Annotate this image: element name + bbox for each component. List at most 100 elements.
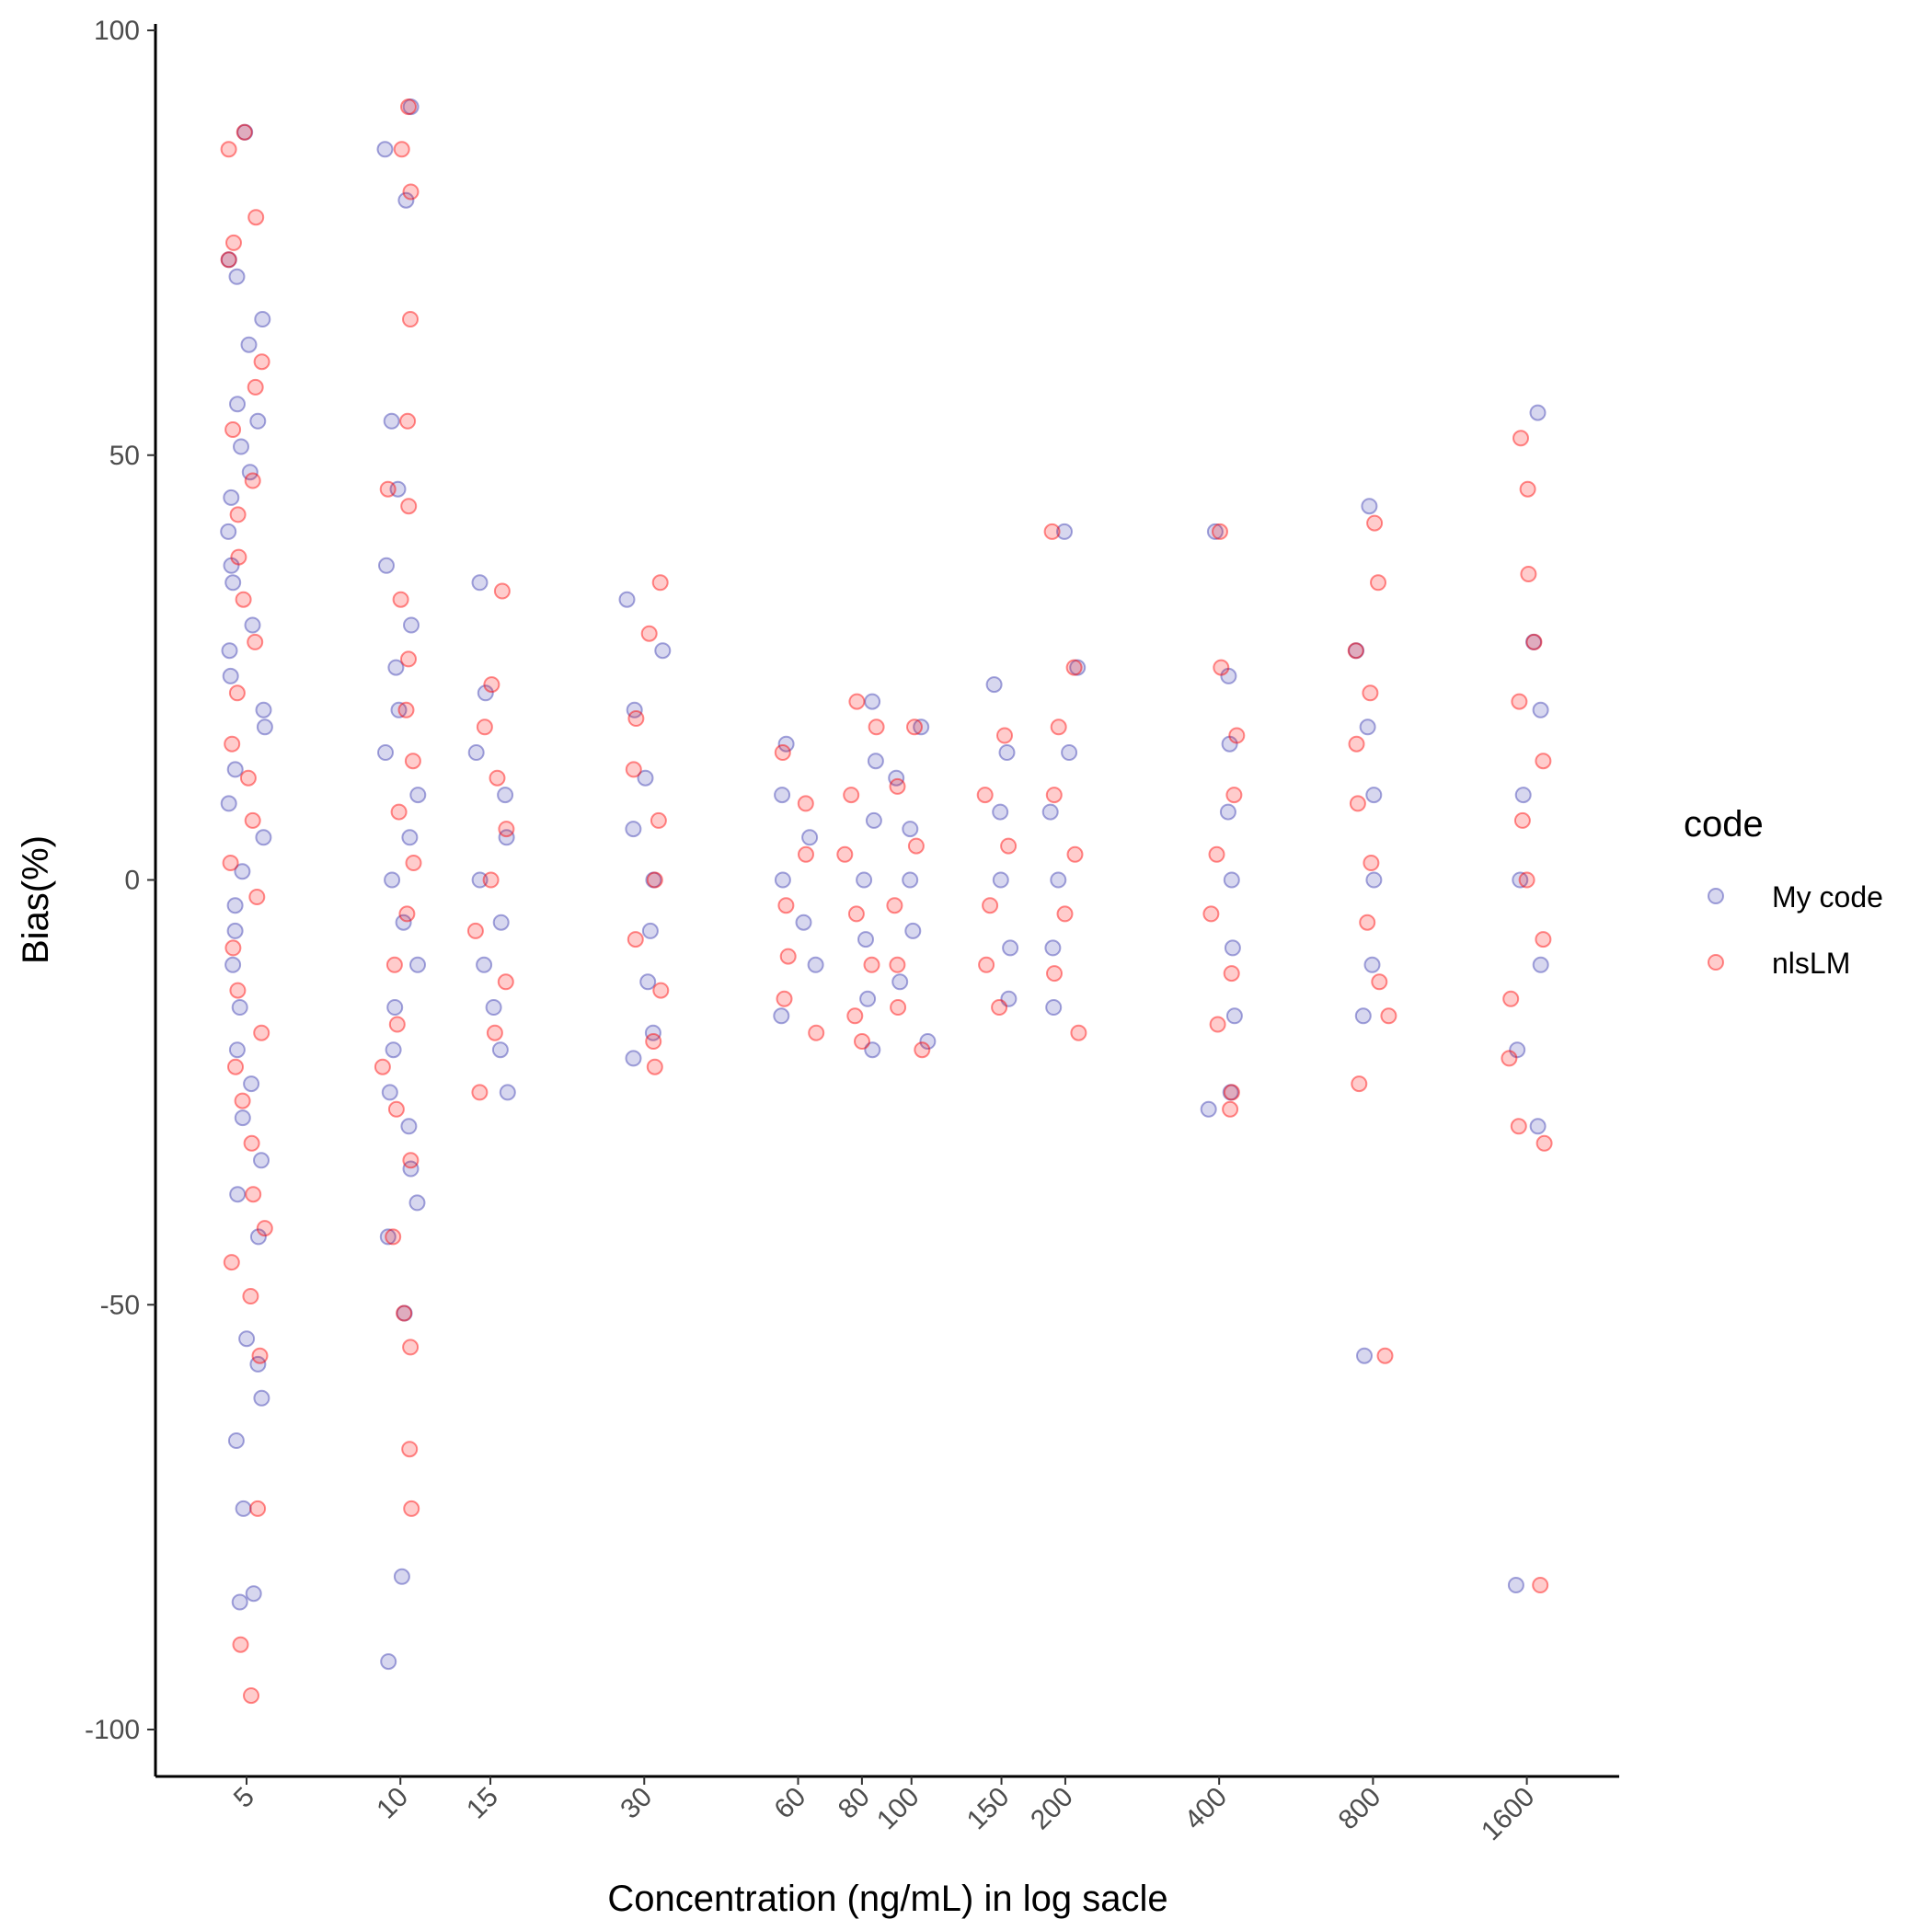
y-tick-label: -50 bbox=[100, 1290, 140, 1320]
data-point bbox=[1513, 811, 1531, 829]
data-point bbox=[498, 821, 515, 838]
y-tick-label: 0 bbox=[124, 866, 140, 896]
data-point bbox=[1000, 837, 1018, 855]
data-point bbox=[226, 897, 244, 914]
data-point bbox=[234, 863, 251, 880]
data-point bbox=[854, 1033, 870, 1050]
data-point bbox=[230, 548, 247, 566]
data-point bbox=[1370, 574, 1386, 592]
data-point bbox=[998, 744, 1016, 761]
data-point bbox=[231, 1593, 248, 1611]
data-point bbox=[626, 701, 643, 718]
data-point bbox=[227, 1432, 245, 1449]
data-point bbox=[393, 141, 410, 158]
data-point bbox=[220, 251, 237, 269]
data-point bbox=[377, 744, 394, 761]
data-point bbox=[497, 973, 514, 991]
data-point bbox=[374, 1058, 391, 1075]
data-point bbox=[1520, 566, 1537, 582]
data-point bbox=[1529, 404, 1547, 421]
data-point bbox=[235, 591, 252, 608]
data-point bbox=[868, 718, 885, 736]
data-point bbox=[231, 999, 248, 1016]
data-point bbox=[224, 956, 242, 973]
data-point bbox=[251, 1347, 269, 1364]
data-point bbox=[242, 1288, 259, 1305]
data-point bbox=[247, 209, 265, 226]
data-point bbox=[222, 855, 239, 871]
data-point bbox=[640, 625, 658, 642]
data-point bbox=[389, 480, 407, 498]
data-point bbox=[240, 336, 258, 353]
data-point bbox=[1363, 956, 1381, 973]
data-point bbox=[248, 889, 266, 905]
data-point bbox=[1535, 1134, 1553, 1152]
data-point bbox=[400, 498, 418, 515]
data-point bbox=[402, 183, 420, 201]
data-point bbox=[618, 591, 636, 608]
data-point bbox=[1066, 845, 1084, 863]
data-point bbox=[1213, 659, 1230, 676]
data-point bbox=[913, 718, 930, 736]
data-point bbox=[245, 1585, 262, 1603]
data-point bbox=[234, 1092, 251, 1109]
data-point bbox=[857, 931, 874, 948]
data-point bbox=[1219, 803, 1236, 821]
data-point bbox=[247, 633, 264, 650]
data-point bbox=[226, 761, 244, 778]
data-point bbox=[235, 1500, 252, 1517]
data-point bbox=[1221, 735, 1238, 753]
data-point bbox=[390, 803, 408, 821]
data-point bbox=[236, 123, 253, 141]
data-point bbox=[774, 871, 791, 889]
data-point bbox=[902, 871, 919, 889]
data-point bbox=[220, 523, 237, 540]
legend-key-my-code bbox=[1708, 888, 1724, 904]
data-point bbox=[645, 1033, 662, 1050]
data-point bbox=[398, 905, 416, 923]
data-point bbox=[255, 701, 272, 718]
data-point bbox=[379, 480, 397, 498]
data-point bbox=[397, 701, 415, 718]
data-point bbox=[401, 1441, 419, 1458]
data-point bbox=[402, 98, 420, 116]
data-point bbox=[1365, 787, 1383, 804]
data-point bbox=[1069, 659, 1087, 676]
data-point bbox=[644, 1024, 661, 1041]
data-point bbox=[489, 769, 506, 787]
data-point bbox=[1056, 905, 1074, 923]
data-point bbox=[1045, 999, 1063, 1016]
data-point bbox=[223, 488, 240, 506]
y-axis-ticks: -100 -50 0 50 100 bbox=[85, 16, 155, 1745]
data-point bbox=[404, 753, 421, 770]
data-point bbox=[1206, 523, 1224, 540]
data-point bbox=[409, 956, 426, 973]
data-point bbox=[379, 1228, 397, 1246]
data-point bbox=[409, 787, 427, 804]
data-point bbox=[227, 1058, 244, 1075]
data-point bbox=[249, 1500, 267, 1517]
data-point bbox=[627, 931, 644, 948]
data-point bbox=[243, 1687, 259, 1705]
data-point bbox=[1509, 1041, 1526, 1059]
data-point bbox=[798, 845, 814, 863]
data-point bbox=[1351, 1075, 1368, 1093]
data-point bbox=[1371, 973, 1388, 991]
data-point bbox=[223, 557, 240, 574]
data-point bbox=[383, 412, 400, 430]
data-point bbox=[224, 421, 242, 438]
data-point bbox=[493, 582, 511, 600]
data-point bbox=[476, 956, 493, 973]
data-point bbox=[381, 1084, 398, 1101]
data-point bbox=[471, 871, 489, 889]
data-point bbox=[1222, 1084, 1239, 1101]
data-point bbox=[1511, 693, 1528, 710]
data-point bbox=[224, 939, 242, 957]
data-point bbox=[1347, 642, 1364, 660]
data-point bbox=[228, 684, 246, 702]
data-point bbox=[1354, 1007, 1372, 1025]
data-point bbox=[867, 753, 884, 770]
data-point bbox=[229, 1186, 247, 1203]
data-point bbox=[1349, 795, 1366, 812]
data-point bbox=[253, 1152, 270, 1169]
